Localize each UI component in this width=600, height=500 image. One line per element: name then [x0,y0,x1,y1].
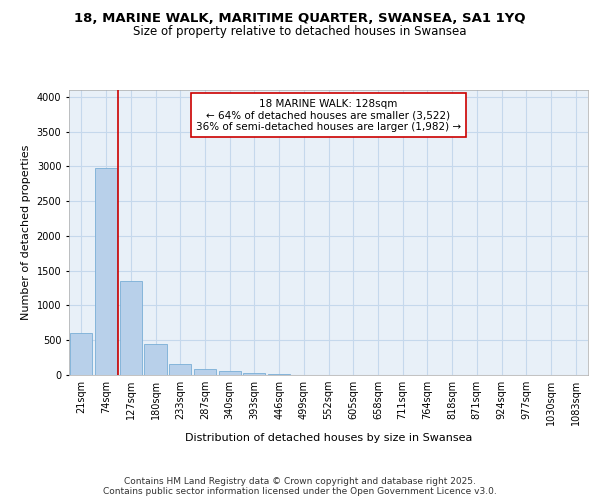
Bar [169,364,191,375]
Bar [145,344,167,375]
Text: Size of property relative to detached houses in Swansea: Size of property relative to detached ho… [133,25,467,38]
Y-axis label: Number of detached properties: Number of detached properties [21,145,31,320]
Bar [218,371,241,375]
X-axis label: Distribution of detached houses by size in Swansea: Distribution of detached houses by size … [185,434,472,444]
Bar [194,368,216,375]
Bar [119,281,142,375]
Bar [243,374,265,375]
Bar [70,334,92,375]
Text: 18 MARINE WALK: 128sqm
← 64% of detached houses are smaller (3,522)
36% of semi-: 18 MARINE WALK: 128sqm ← 64% of detached… [196,98,461,132]
Bar [268,374,290,375]
Bar [95,168,117,375]
Text: Contains HM Land Registry data © Crown copyright and database right 2025.: Contains HM Land Registry data © Crown c… [124,478,476,486]
Text: Contains public sector information licensed under the Open Government Licence v3: Contains public sector information licen… [103,488,497,496]
Text: 18, MARINE WALK, MARITIME QUARTER, SWANSEA, SA1 1YQ: 18, MARINE WALK, MARITIME QUARTER, SWANS… [74,12,526,26]
